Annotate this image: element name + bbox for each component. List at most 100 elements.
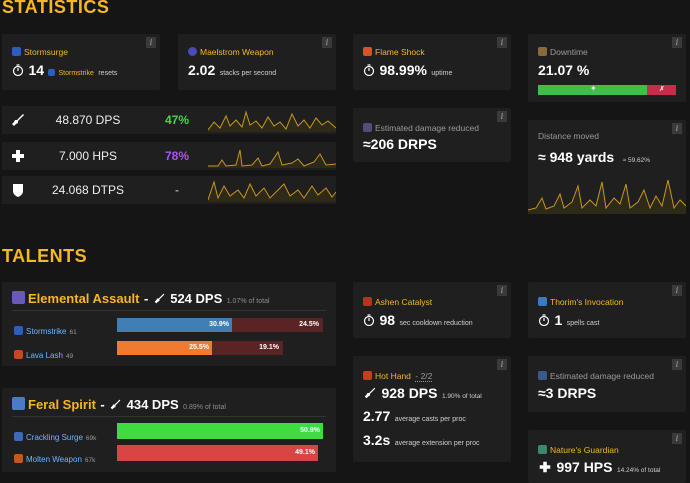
lava-lash-name[interactable]: Lava Lash — [26, 351, 63, 360]
dps-row: 48.870 DPS 47% — [2, 106, 336, 134]
statistics-heading: STATISTICS — [2, 0, 110, 17]
thorims-invocation-value: 1 — [554, 312, 563, 328]
hps-value: 7.000 HPS — [58, 149, 118, 163]
flame-shock-value: 98.99% — [379, 62, 427, 78]
ashen-catalyst-title[interactable]: Ashen Catalyst — [375, 297, 433, 307]
info-icon[interactable]: i — [672, 359, 682, 370]
hot-hand-extension: 3.2s — [363, 432, 391, 448]
info-icon[interactable]: i — [497, 111, 507, 122]
molten-weapon-row[interactable]: Molten Weapon 67k — [14, 449, 95, 467]
maelstrom-card: i Maelstrom Weapon 2.02 stacks per secon… — [178, 34, 336, 90]
elemental-assault-dps: 524 DPS — [170, 291, 223, 306]
stormstrike-bar-primary: 30.9% — [117, 318, 232, 332]
hps-sparkline — [208, 149, 336, 168]
thorims-invocation-suffix: spells cast — [566, 320, 600, 327]
stormsurge-icon — [12, 47, 21, 56]
ashen-catalyst-suffix: sec cooldown reduction — [399, 320, 473, 327]
distance-suffix: ≈ 59.62% — [622, 157, 651, 164]
feral-spirit-dps: 434 DPS — [126, 397, 179, 412]
talent-damage-reduced-value: ≈3 DRPS — [538, 385, 597, 401]
sword-icon: ✦ — [590, 84, 597, 93]
natures-guardian-share: 14.24% of total — [616, 467, 661, 474]
natures-guardian-title[interactable]: Nature's Guardian — [550, 445, 619, 455]
lava-lash-row[interactable]: Lava Lash 49 — [14, 345, 73, 363]
info-icon[interactable]: i — [497, 285, 507, 296]
stormstrike-link[interactable]: Stormstrike — [58, 70, 94, 77]
downtime-bar: ✦ ✗ — [538, 84, 676, 95]
downtime-icon — [538, 47, 547, 56]
hot-hand-title[interactable]: Hot Hand — [375, 371, 411, 381]
crackling-surge-icon — [14, 432, 23, 441]
hot-hand-casts: 2.77 — [363, 408, 391, 424]
crackling-surge-name[interactable]: Crackling Surge — [26, 433, 83, 442]
downtime-title: Downtime — [550, 47, 588, 57]
talents-heading: TALENTS — [2, 246, 88, 266]
sword-icon — [12, 114, 24, 126]
dps-percent: 47% — [164, 113, 190, 127]
talent-damage-reduced-card: i Estimated damage reduced ≈3 DRPS — [528, 356, 686, 412]
plus-icon — [539, 461, 551, 473]
maelstrom-suffix: stacks per second — [219, 70, 277, 77]
timer-icon — [538, 314, 550, 327]
shield-icon — [13, 184, 23, 197]
timer-icon — [12, 64, 24, 77]
stormstrike-name[interactable]: Stormstrike — [26, 327, 67, 336]
damage-reduced-card: i Estimated damage reduced ≈206 DRPS — [353, 108, 511, 162]
info-icon[interactable]: i — [672, 285, 682, 296]
natures-guardian-icon — [538, 445, 547, 454]
ashen-catalyst-icon — [363, 297, 372, 306]
molten-weapon-bar-fill: 49.1% — [117, 445, 318, 461]
feral-spirit-title[interactable]: Feral Spirit — [28, 397, 96, 412]
info-icon[interactable]: i — [146, 37, 156, 48]
info-icon[interactable]: i — [672, 123, 682, 134]
lava-lash-bar-primary: 25.5% — [117, 341, 212, 355]
hot-hand-icon — [363, 371, 372, 380]
maelstrom-title[interactable]: Maelstrom Weapon — [200, 47, 274, 57]
hot-hand-rank: - 2/2 — [415, 371, 433, 382]
info-icon[interactable]: i — [322, 37, 332, 48]
stormsurge-suffix: resets — [98, 70, 118, 77]
feral-spirit-icon — [12, 397, 25, 410]
downtime-value: 21.07 % — [538, 62, 590, 78]
flame-shock-icon — [363, 47, 372, 56]
molten-weapon-icon — [14, 454, 23, 463]
hot-hand-dps: 928 DPS — [381, 385, 438, 401]
elemental-assault-share: 1.07% of total — [226, 298, 270, 305]
stormsurge-card: i Stormsurge 14 Stormstrike resets — [2, 34, 160, 90]
thorims-invocation-title[interactable]: Thorim's Invocation — [550, 297, 624, 307]
maelstrom-icon — [188, 47, 197, 56]
info-icon[interactable]: i — [497, 37, 507, 48]
ashen-catalyst-card: i Ashen Catalyst 98 sec cooldown reducti… — [353, 282, 511, 338]
flame-shock-title[interactable]: Flame Shock — [375, 47, 425, 57]
stormstrike-bar-secondary: 24.5% — [232, 318, 323, 332]
distance-card: i Distance moved ≈ 948 yards ≈ 59.62% — [528, 120, 686, 214]
stormstrike-count: 61 — [69, 329, 77, 336]
sword-icon — [154, 293, 165, 304]
sword-icon — [110, 399, 121, 410]
info-icon[interactable]: i — [497, 359, 507, 370]
dps-value: 48.870 DPS — [55, 113, 121, 127]
elemental-assault-icon — [12, 291, 25, 304]
molten-weapon-bar: 49.1% — [117, 445, 318, 461]
crackling-surge-row[interactable]: Crackling Surge 69k — [14, 427, 96, 445]
stormsurge-title[interactable]: Stormsurge — [24, 47, 68, 57]
info-icon[interactable]: i — [672, 433, 682, 444]
molten-weapon-name[interactable]: Molten Weapon — [26, 455, 82, 464]
hps-percent: 78% — [164, 149, 190, 163]
dtps-percent: - — [175, 183, 179, 197]
hot-hand-share: 1.90% of total — [441, 393, 482, 400]
stormsurge-value: 14 — [28, 62, 45, 78]
flame-shock-suffix: uptime — [431, 70, 453, 77]
hps-row: 7.000 HPS 78% — [2, 142, 336, 170]
sword-icon — [364, 387, 376, 399]
feral-spirit-panel: Feral Spirit - 434 DPS 0.89% of total Cr… — [2, 388, 336, 472]
info-icon[interactable]: i — [672, 37, 682, 48]
elemental-assault-title[interactable]: Elemental Assault — [28, 291, 140, 306]
feral-spirit-separator: - — [100, 397, 105, 412]
stormstrike-bar: 30.9% 24.5% — [117, 318, 323, 332]
stormstrike-icon — [48, 69, 56, 76]
crackling-surge-bar-fill: 50.9% — [117, 423, 323, 439]
thorims-invocation-card: i Thorim's Invocation 1 spells cast — [528, 282, 686, 338]
lava-lash-bar-secondary: 19.1% — [212, 341, 283, 355]
stormstrike-row[interactable]: Stormstrike 61 — [14, 321, 77, 339]
